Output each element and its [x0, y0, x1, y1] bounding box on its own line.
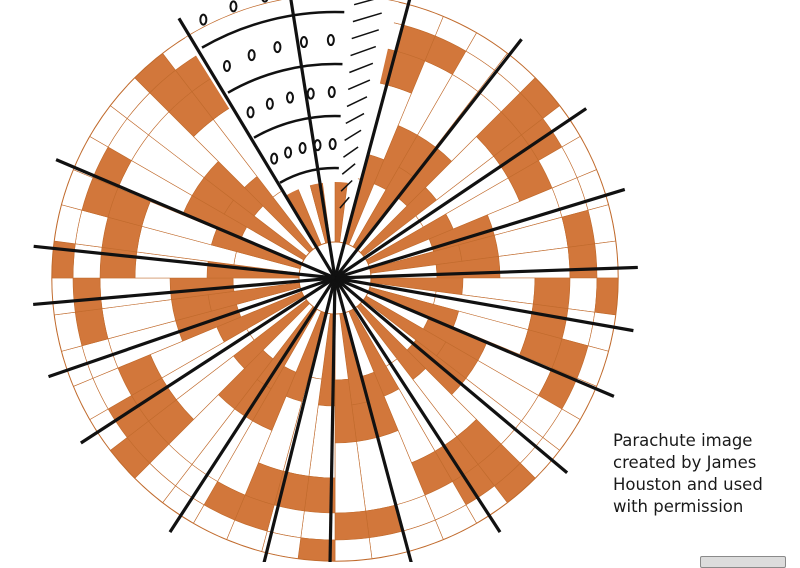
credit-line: with permission [613, 497, 744, 516]
motif-dot [222, 59, 231, 72]
motif-band [227, 62, 343, 94]
suspension-line [168, 277, 337, 533]
suspension-line [328, 277, 337, 562]
motif-dot [298, 141, 307, 154]
credit-line: Parachute image [613, 431, 753, 450]
suspension-line [262, 277, 337, 562]
motif-hatch [345, 112, 365, 125]
border-panel [567, 243, 598, 279]
decorative-motif [185, 0, 399, 209]
motif-hatch [340, 179, 353, 192]
suspension-line [80, 276, 336, 445]
suspension-lines [33, 0, 638, 562]
suspension-line [33, 244, 336, 280]
motif-dot [306, 87, 315, 100]
border-panel [594, 240, 619, 279]
motif-dot [265, 97, 274, 110]
motif-dot [199, 13, 208, 26]
motif-dot [327, 86, 336, 99]
suspension-line [333, 277, 413, 562]
suspension-line [333, 38, 523, 279]
border-panel [334, 537, 373, 562]
suspension-line [333, 277, 502, 533]
border-panel [51, 277, 76, 316]
gore-panel [532, 277, 571, 310]
suspension-line [333, 0, 412, 279]
motif-hatch [343, 146, 359, 158]
suspension-line [334, 276, 634, 333]
motif-hatch [344, 129, 362, 141]
motif-dot [247, 49, 256, 62]
border-panel [567, 277, 598, 313]
gore-panel [99, 246, 138, 279]
suspension-line [55, 158, 336, 280]
border-panel [72, 243, 103, 279]
motif-hatch [351, 29, 379, 40]
motif-dot [286, 91, 295, 104]
motif-dot [246, 106, 255, 119]
motif-band [279, 166, 339, 184]
motif-hatch [346, 96, 368, 108]
motif-dot [326, 34, 335, 47]
motif-dot [273, 41, 282, 54]
motif-hatch [339, 196, 350, 209]
creative-commons-badge-icon [700, 556, 786, 568]
suspension-line [334, 107, 588, 280]
suspension-line [33, 276, 336, 307]
motif-hatch [353, 0, 375, 6]
motif-dot [270, 152, 279, 165]
motif-dot [284, 146, 293, 159]
suspension-line [47, 276, 336, 379]
motif-dot [261, 0, 269, 3]
image-credit: Parachute image created by James Houston… [613, 430, 798, 518]
credit-line: created by James [613, 453, 757, 472]
motif-dot [229, 0, 238, 13]
suspension-line [334, 187, 626, 280]
suspension-line [333, 276, 569, 474]
motif-hatch [350, 45, 377, 57]
motif-hatch [352, 12, 382, 23]
border-panel [51, 240, 76, 279]
motif-hatch [347, 79, 371, 91]
motif-dot [299, 36, 308, 49]
motif-band [253, 114, 341, 139]
motif-hatch [349, 62, 374, 74]
motif-hatch [341, 163, 356, 175]
border-panel [72, 277, 103, 313]
motif-panel [185, 0, 399, 197]
motif-dot [328, 138, 337, 151]
suspension-line [289, 0, 337, 279]
border-panel [594, 277, 619, 316]
suspension-line [334, 276, 615, 398]
suspension-line [334, 265, 638, 280]
suspension-line [177, 17, 337, 279]
motif-band [201, 10, 345, 49]
border-panel [334, 510, 370, 541]
credit-line: Houston and used [613, 475, 763, 494]
